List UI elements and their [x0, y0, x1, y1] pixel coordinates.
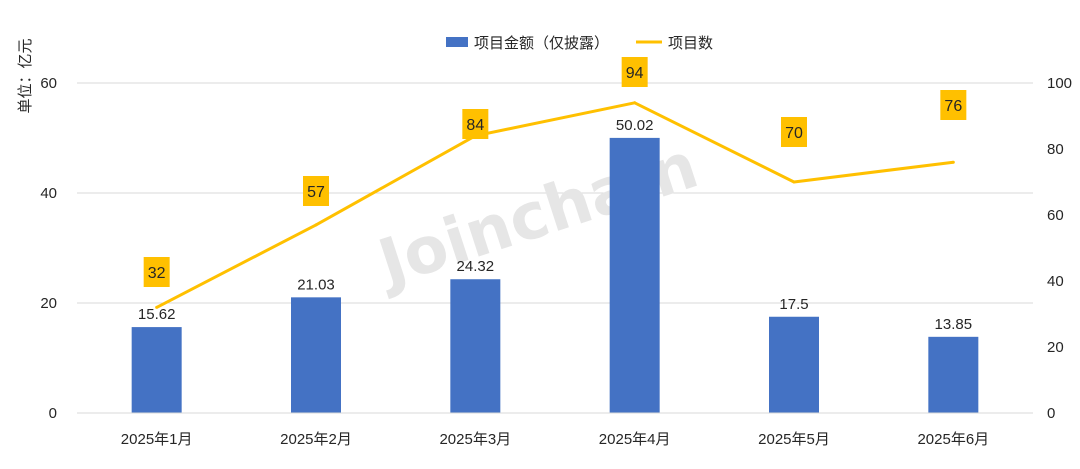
bar [291, 297, 341, 413]
line-path [155, 101, 954, 309]
y2-tick-label: 20 [1047, 339, 1064, 356]
axes: 0 20 40 60 0 20 40 60 80 100 2025年1月 2025年2月 2025年3月… [40, 75, 1072, 448]
line-point [633, 101, 637, 105]
line-point [314, 223, 318, 227]
y2-tick-label: 0 [1047, 405, 1055, 422]
x-tick-label: 2025年5月 [758, 431, 830, 448]
bar-data-label: 24.32 [457, 258, 495, 275]
line-point [951, 160, 955, 164]
legend: 项目金额（仅披露） 项目数 [446, 35, 713, 52]
x-tick-label: 2025年2月 [280, 431, 352, 448]
line-data-label: 70 [785, 125, 803, 142]
y2-tick-label: 40 [1047, 273, 1064, 290]
y-tick-label: 0 [49, 405, 57, 422]
legend-swatch-bar [446, 37, 468, 47]
line-label-box [143, 257, 170, 287]
line-label-box [462, 109, 489, 139]
gridlines [77, 82, 1033, 304]
bar-data-label: 50.02 [616, 117, 654, 134]
bar [609, 137, 660, 413]
line-label-box [781, 117, 807, 147]
line-data-label: 76 [944, 98, 962, 115]
line-data-label: 94 [626, 65, 644, 82]
line-point [792, 180, 796, 184]
bar-data-label: 21.03 [297, 276, 335, 293]
line-data-label: 84 [466, 117, 484, 134]
legend-label-line: 项目数 [668, 35, 713, 52]
y-tick-label: 60 [40, 75, 57, 92]
bar [450, 279, 501, 413]
bar-series [131, 137, 979, 413]
line-data-label: 32 [148, 265, 166, 282]
x-tick-label: 2025年4月 [599, 431, 671, 448]
bar [131, 327, 182, 413]
bar-data-label: 13.85 [935, 316, 973, 333]
line-label-box [303, 176, 329, 206]
bar [928, 336, 979, 413]
y-axis-title: 单位：亿元 [17, 38, 34, 113]
bar-data-label: 15.62 [138, 306, 176, 323]
y-tick-label: 40 [40, 185, 57, 202]
line-point [155, 305, 159, 309]
data-labels: 15.62 21.03 24.32 50.02 17.5 13.85 32 57 84 94 70 7… [138, 57, 972, 333]
x-tick-label: 2025年6月 [917, 431, 989, 448]
x-tick-label: 2025年1月 [121, 431, 193, 448]
line-data-label: 57 [307, 184, 325, 201]
y-tick-label: 20 [40, 295, 57, 312]
y2-tick-label: 100 [1047, 75, 1072, 92]
bar-data-label: 17.5 [779, 296, 808, 313]
line-label-box [621, 57, 648, 87]
y2-tick-label: 60 [1047, 207, 1064, 224]
line-label-box [940, 90, 967, 120]
x-tick-label: 2025年3月 [439, 431, 511, 448]
bar [769, 316, 819, 413]
legend-label-bar: 项目金额（仅披露） [474, 35, 609, 52]
y2-tick-label: 80 [1047, 141, 1064, 158]
